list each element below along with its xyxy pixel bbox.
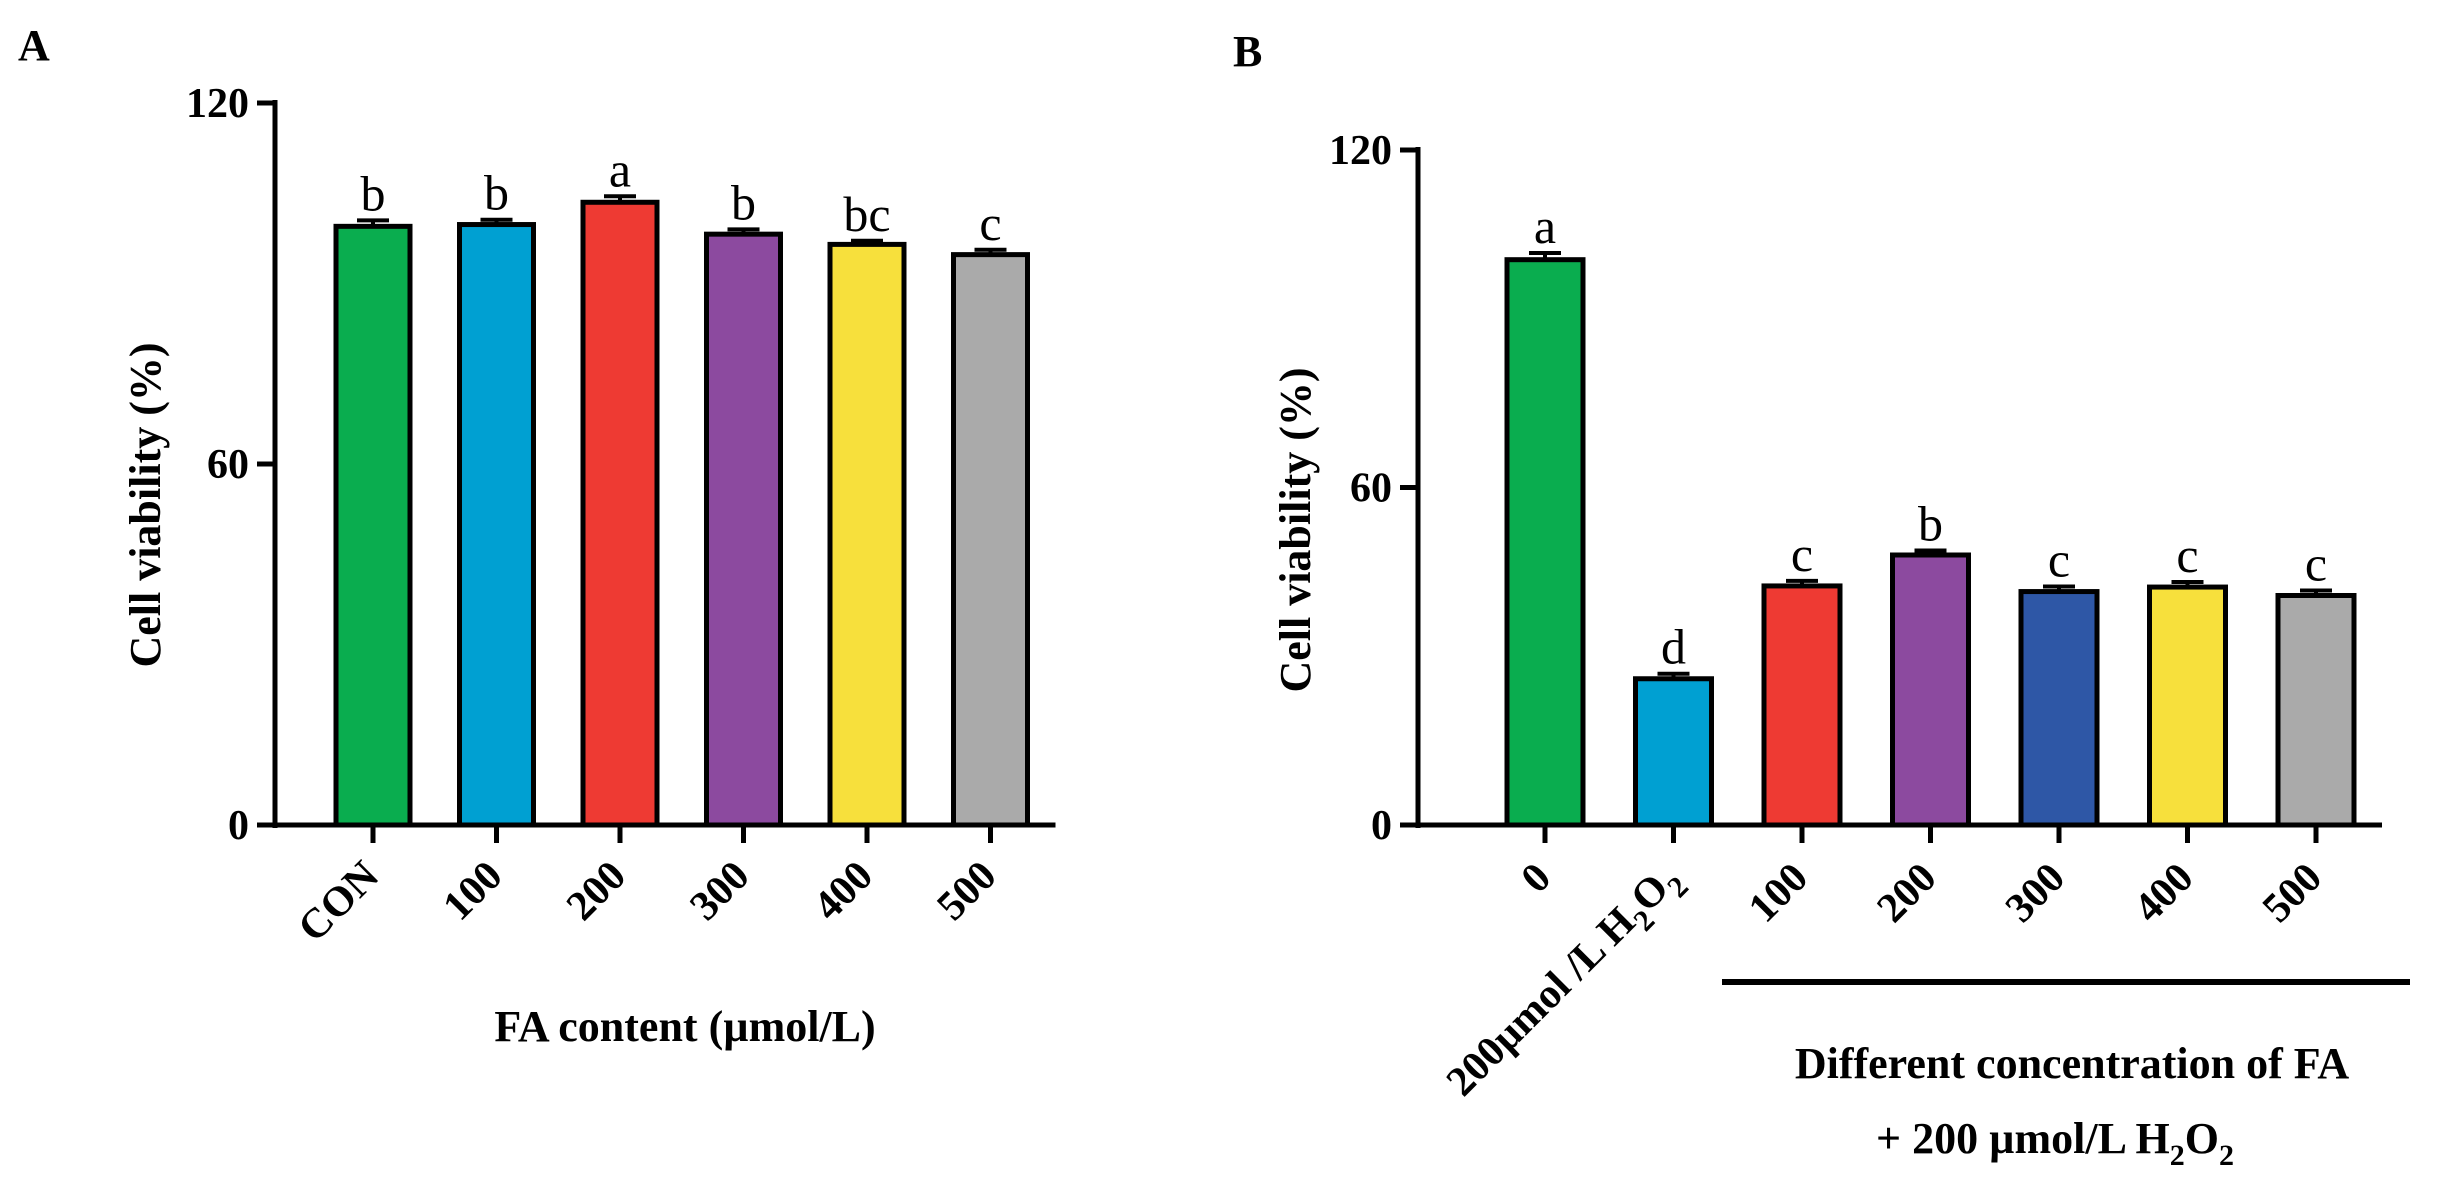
- chart-a-bar: [951, 252, 1030, 828]
- chart-a-category-label: 200: [558, 853, 635, 930]
- chart-b-y-axis-title: Cell viability (%): [1271, 367, 1320, 692]
- chart-a-category-label: 400: [805, 853, 882, 930]
- chart-a-y-tick-label: 60: [207, 442, 249, 488]
- chart-a-significance-label: c: [979, 195, 1001, 251]
- chart-b-category-label: 100: [1740, 855, 1817, 932]
- chart-b-category-label: 200µmol /L H2O2: [1438, 855, 1695, 1112]
- chart-a-category-label: 500: [928, 853, 1005, 930]
- panel-a-label: A: [18, 21, 50, 70]
- chart-a-significance-label: b: [361, 165, 386, 221]
- chart-a-significance-label: b: [731, 174, 756, 230]
- chart-b-category-label: 400: [2125, 855, 2202, 932]
- chart-b-x-axis-title-line1: Different concentration of FA: [1795, 1039, 2350, 1088]
- chart-b-bar: [2275, 593, 2357, 828]
- chart-b-bar: [2018, 589, 2100, 828]
- chart-b-significance-label: a: [1534, 198, 1556, 254]
- chart-a-bar: [457, 222, 536, 828]
- chart-a-significance-label: b: [484, 165, 509, 221]
- chart-b-bar: [1890, 552, 1971, 828]
- chart-b-category-label: 0: [1513, 855, 1560, 902]
- chart-b-category-label: 200: [1868, 855, 1945, 932]
- chart-a-category-label: 100: [434, 853, 511, 930]
- chart-b-bar: [2147, 584, 2228, 828]
- chart-b-category-label: 300: [1997, 855, 2074, 932]
- chart-b-y-tick-label: 60: [1350, 466, 1392, 512]
- chart-b-category-label: 500: [2254, 855, 2331, 932]
- chart-b-significance-label: c: [1791, 526, 1813, 582]
- panel-b-label: B: [1233, 27, 1262, 76]
- chart-a-category-label: 300: [681, 853, 758, 930]
- chart-a-significance-label: a: [609, 141, 631, 197]
- chart-a-bar: [827, 241, 907, 828]
- chart-b: 0 60 120 a 0 d 200µmol /L H2O2 c 100 b 200 c 300 c 400…: [1329, 128, 2382, 1112]
- chart-b-significance-label: c: [2305, 535, 2327, 591]
- chart-a-bar: [333, 223, 413, 828]
- chart-b-bar: [1504, 257, 1586, 828]
- chart-a-y-tick-label: 0: [228, 803, 249, 849]
- chart-b-y-tick-label: 0: [1371, 803, 1392, 849]
- chart-a-y-tick-label: 120: [186, 81, 249, 127]
- chart-b-significance-label: b: [1918, 496, 1943, 552]
- chart-a-significance-label: bc: [843, 186, 890, 242]
- chart-a-bar: [704, 231, 783, 828]
- chart-a-y-axis-title: Cell viability (%): [121, 342, 170, 667]
- chart-b-x-axis-title-line2: + 200 µmol/L H2O2: [1876, 1114, 2234, 1172]
- chart-a-x-axis-title: FA content (µmol/L): [494, 1002, 875, 1051]
- chart-b-bar: [1761, 583, 1843, 828]
- chart-a-category-label: CON: [290, 853, 389, 952]
- chart-b-bar: [1633, 676, 1714, 828]
- chart-a: 0 60 120 b CON b 100 a 200 b 300 bc 400 c 500: [186, 81, 1056, 951]
- chart-a-bar: [580, 199, 660, 828]
- chart-b-significance-label: c: [2176, 527, 2198, 583]
- chart-b-y-tick-label: 120: [1329, 128, 1392, 174]
- chart-b-significance-label: c: [2048, 532, 2070, 588]
- chart-b-significance-label: d: [1661, 619, 1686, 675]
